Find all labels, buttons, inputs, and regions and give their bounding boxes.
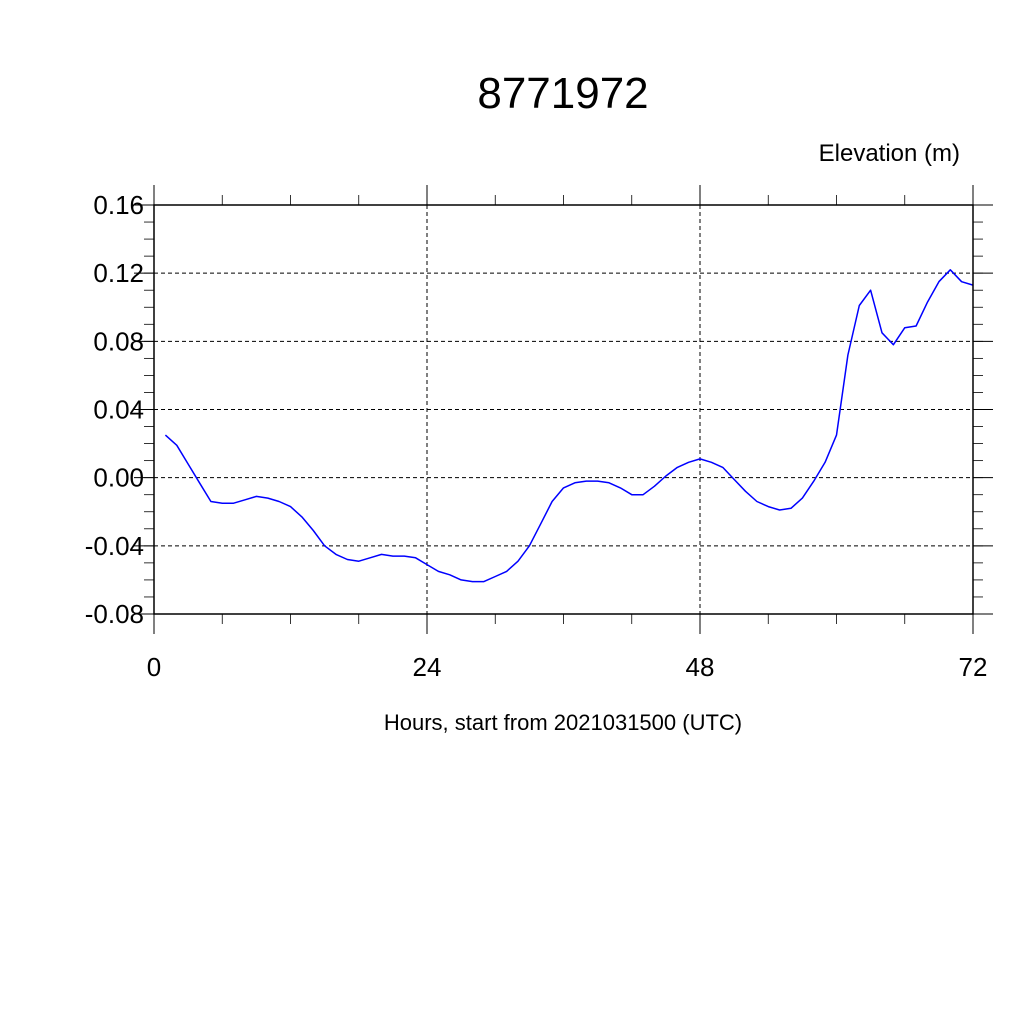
y-tick-label: -0.04 — [85, 531, 144, 561]
x-axis-label: Hours, start from 2021031500 (UTC) — [384, 710, 742, 735]
grid — [153, 204, 974, 615]
tick-labels: -0.08 -0.04 0.00 0.04 0.08 0.12 0.16 0 24 48 72 — [85, 190, 988, 682]
y-axis-label: Elevation (m) — [819, 140, 960, 167]
y-tick-label: 0.08 — [93, 326, 144, 356]
x-tick-label: 0 — [147, 652, 161, 682]
y-tick-label: 0.00 — [93, 463, 144, 493]
x-tick-label: 48 — [686, 652, 715, 682]
x-tick-label: 72 — [959, 652, 988, 682]
series-layer — [164, 269, 974, 583]
plot-frame — [153, 204, 974, 615]
axis-ticks — [134, 185, 993, 634]
y-tick-label: 0.12 — [93, 258, 144, 288]
x-tick-label: 24 — [413, 652, 442, 682]
chart-title: 8771972 — [477, 69, 648, 118]
y-tick-label: 0.04 — [93, 395, 144, 425]
y-tick-label: 0.16 — [93, 190, 144, 220]
series-line-0 — [164, 269, 974, 583]
y-tick-label: -0.08 — [85, 599, 144, 629]
